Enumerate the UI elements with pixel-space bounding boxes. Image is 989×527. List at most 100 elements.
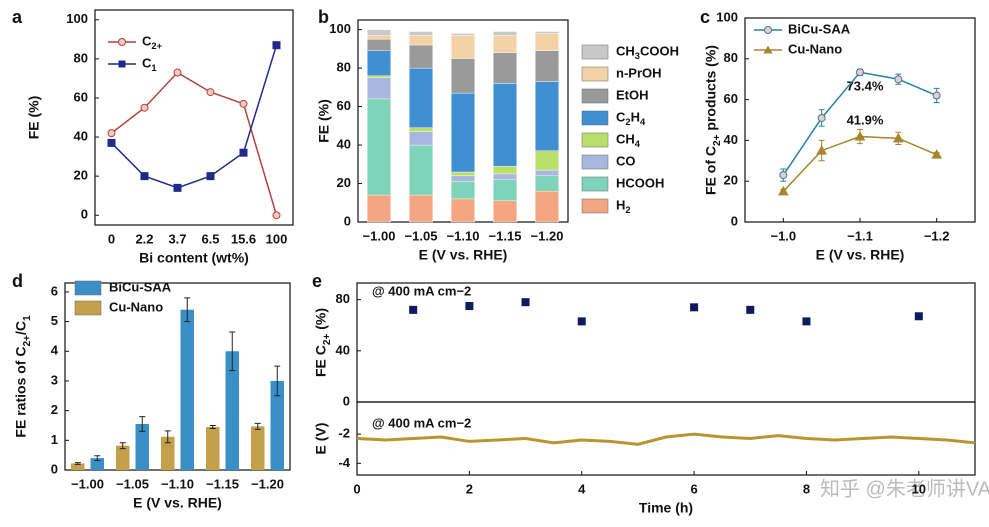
bar-segment (535, 169, 559, 177)
legend-marker (764, 26, 772, 34)
bar-segment (451, 33, 475, 36)
bar (251, 426, 265, 470)
x-tick-label: −1.05 (116, 476, 149, 491)
legend-swatch (581, 110, 609, 126)
bar (270, 380, 284, 470)
y-tick-label: 80 (724, 50, 738, 65)
x-tick-label: 0 (353, 481, 360, 496)
y-tick-label: 5 (51, 313, 58, 328)
legend-marker (118, 60, 126, 68)
legend-swatch (581, 176, 609, 192)
x-tick-label: −1.10 (447, 228, 480, 243)
marker (140, 103, 149, 112)
bar (161, 436, 175, 470)
x-tick-label: 6 (690, 481, 697, 496)
legend-label: C1 (142, 55, 157, 73)
bar-segment (409, 35, 433, 46)
panel-letter: a (12, 7, 23, 27)
annotation: 73.4% (847, 78, 884, 93)
panel-letter: d (12, 271, 23, 291)
line (782, 135, 937, 192)
error-bar (94, 455, 101, 462)
x-tick-label: −1.1 (847, 228, 873, 243)
bar-segment (535, 191, 559, 223)
x-tick-label: 8 (803, 481, 810, 496)
bar (116, 445, 130, 470)
legend-swatch (74, 280, 102, 296)
annotation: 41.9% (847, 112, 884, 127)
y-tick-label: 40 (74, 128, 88, 143)
line (356, 432, 976, 446)
marker (779, 171, 788, 180)
x-tick-label: −1.20 (251, 476, 284, 491)
bar-segment (367, 98, 391, 196)
panel-letter: e (312, 271, 322, 291)
x-axis-label: Bi content (wt%) (139, 250, 249, 266)
marker (690, 303, 699, 312)
x-tick-label: 15.6 (231, 231, 256, 246)
marker (206, 88, 215, 97)
marker (577, 317, 586, 326)
marker (854, 131, 866, 141)
annotation: @ 400 mA cm−2 (372, 283, 471, 298)
legend-swatch (581, 88, 609, 104)
y-tick-label: 0 (81, 207, 88, 222)
y-tick-label: 1 (51, 432, 58, 447)
x-tick-label: 3.7 (168, 231, 186, 246)
legend-label: Cu-Nano (788, 41, 842, 56)
bar-segment (493, 31, 517, 36)
bar-segment (367, 35, 391, 40)
x-tick-label: −1.2 (924, 228, 950, 243)
x-tick-label: −1.15 (206, 476, 239, 491)
y-tick-label: 60 (74, 89, 88, 104)
y-axis-label: FE ratios of C2+/C1 (13, 315, 33, 438)
bar-segment (367, 50, 391, 76)
bar (225, 351, 239, 470)
bar-segment (451, 171, 475, 177)
error-bar (254, 422, 261, 430)
legend-label: HCOOH (616, 175, 664, 190)
marker (802, 317, 811, 326)
marker (409, 305, 418, 314)
y-tick-label: 6 (51, 283, 58, 298)
legend-swatch (581, 44, 609, 60)
bar-segment (535, 175, 559, 192)
y-tick-label: 100 (329, 21, 351, 36)
x-tick-label: −1.15 (489, 228, 522, 243)
error-bar (119, 442, 126, 450)
bar-segment (367, 75, 391, 78)
marker (140, 172, 149, 181)
bar (90, 458, 104, 470)
y-tick-label: 0 (51, 461, 58, 476)
bar-segment (535, 31, 559, 34)
error-bar (184, 297, 191, 323)
bar-segment (409, 194, 433, 223)
error-bar (139, 416, 146, 432)
x-tick-label: 2 (466, 481, 473, 496)
y-tick-label: 100 (716, 9, 738, 24)
y-tick-label: 60 (724, 91, 738, 106)
x-tick-label: −1.00 (363, 228, 396, 243)
plot-frame (356, 282, 976, 403)
bar (206, 426, 220, 470)
y-tick-label: 0 (344, 213, 351, 228)
bar-segment (451, 175, 475, 182)
marker (239, 99, 248, 108)
bar-segment (535, 150, 559, 171)
legend-swatch (581, 154, 609, 170)
error-bar (164, 430, 171, 444)
legend-label: EtOH (616, 87, 649, 102)
legend-swatch (74, 300, 102, 316)
bar-segment (409, 67, 433, 128)
bar-segment (535, 33, 559, 51)
marker (856, 68, 864, 77)
marker (914, 312, 923, 321)
legend-marker (118, 38, 126, 46)
x-tick-label: −1.00 (71, 476, 104, 491)
legend-label: C2H4 (616, 109, 646, 127)
legend-label: CH3COOH (616, 43, 679, 61)
error-bar (274, 365, 281, 397)
y-axis-label: FE C2+ (%) (313, 308, 333, 377)
y-tick-label: 3 (51, 372, 58, 387)
